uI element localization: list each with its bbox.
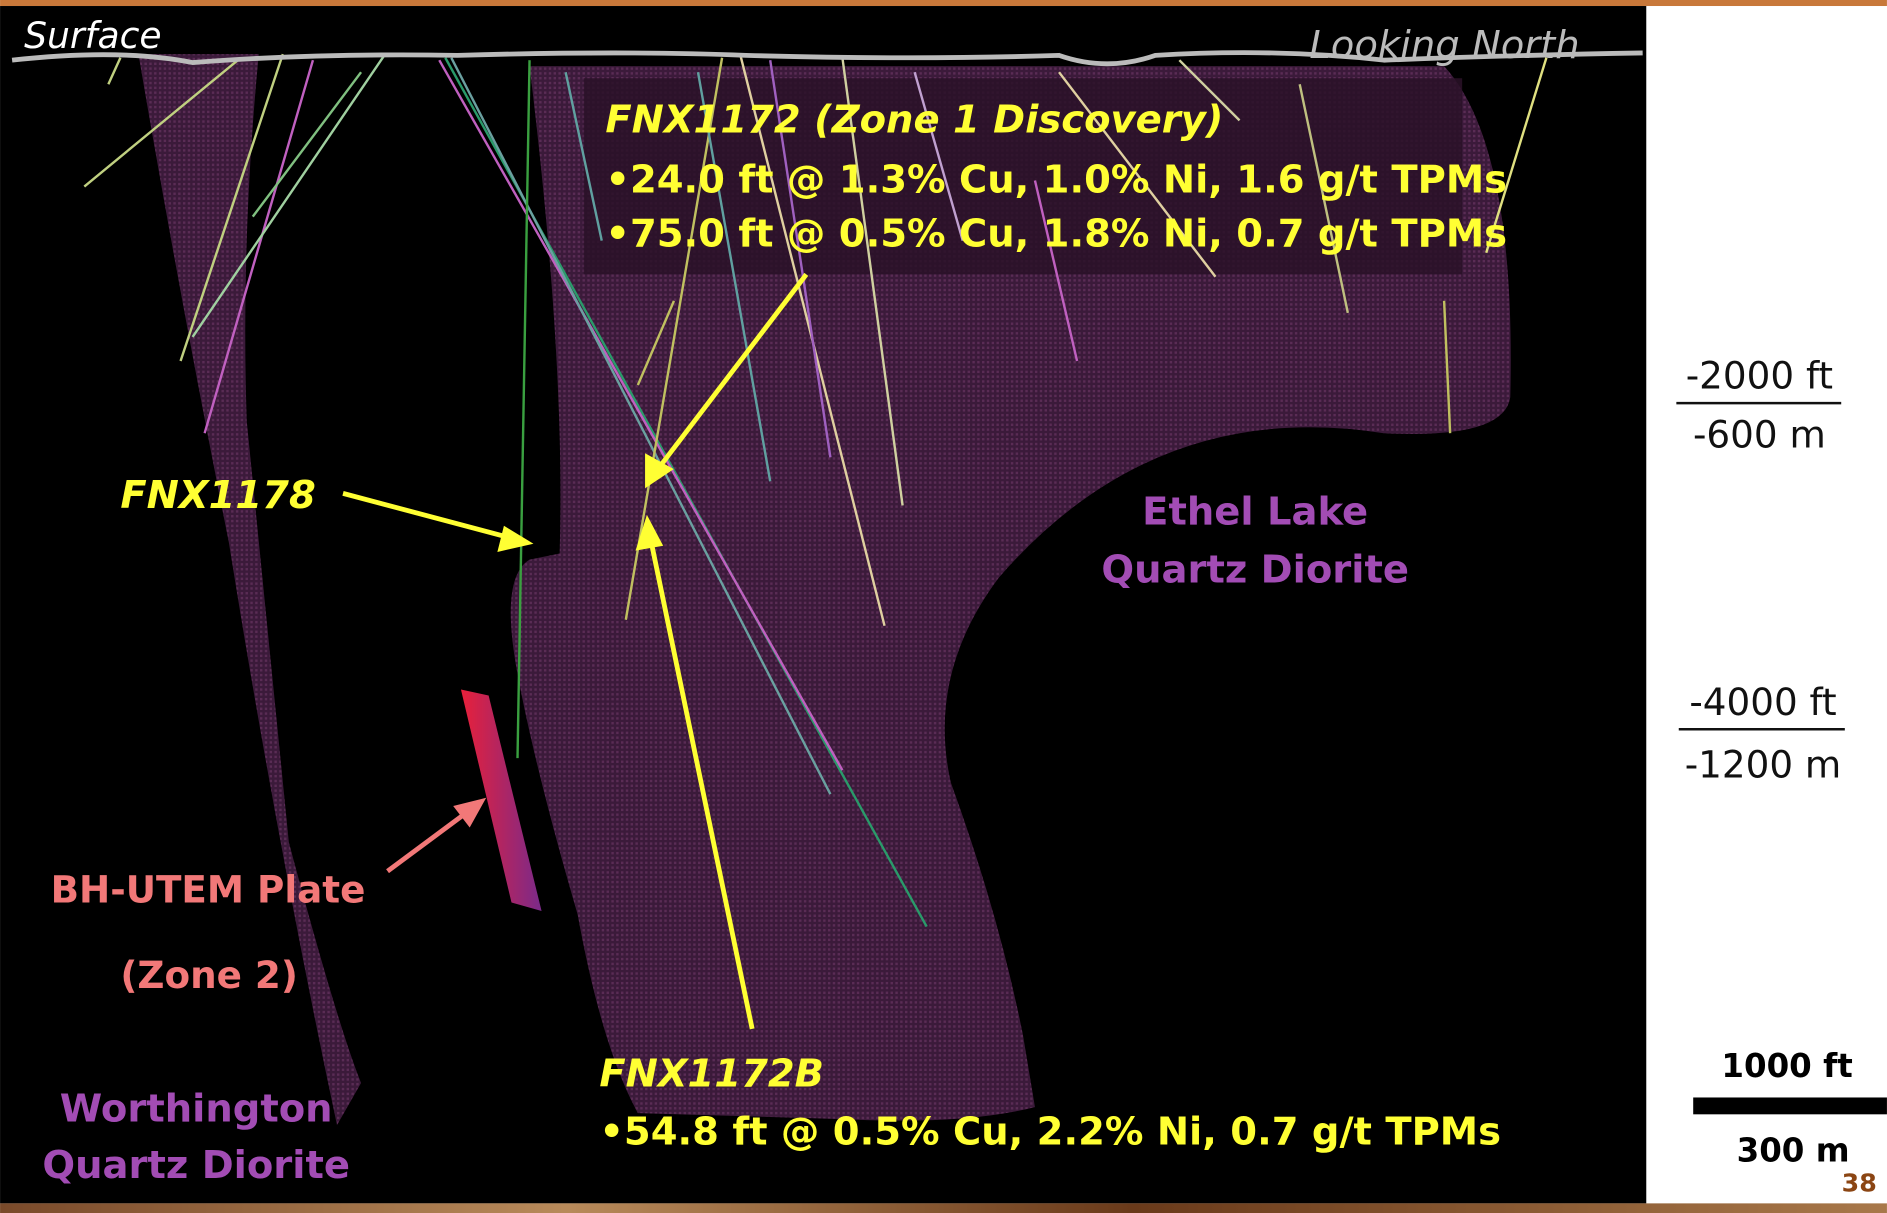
drill-hole [769, 59, 832, 458]
scale-bar [1693, 1097, 1887, 1115]
drill-hole [1033, 180, 1079, 362]
arrow-head [635, 514, 664, 551]
depth-ft: -4000 ft [1689, 680, 1836, 724]
arrow-head [645, 453, 674, 489]
scale-m: 300 m [1737, 1131, 1850, 1169]
drill-hole [624, 57, 724, 620]
top-bar [0, 0, 1887, 7]
drill-hole [179, 53, 284, 362]
drill-hole [913, 71, 964, 242]
arrow [647, 535, 755, 1030]
depth-m: -600 m [1693, 413, 1826, 457]
callout-interval: •24.0 ft @ 1.3% Cu, 1.0% Ni, 1.6 g/t TPM… [605, 158, 1507, 203]
arrows [342, 272, 809, 1030]
drill-hole [516, 60, 531, 759]
callout-box [583, 78, 1463, 275]
arrow [653, 272, 809, 474]
scale-ft: 1000 ft [1721, 1047, 1852, 1085]
drill-hole [1442, 300, 1452, 434]
drill-hole [564, 71, 603, 241]
drill-hole [251, 71, 363, 218]
drill-hole [636, 300, 676, 386]
arrow-head [497, 525, 534, 552]
drill-hole [841, 57, 904, 506]
bh-utem-plate [460, 689, 542, 911]
bottom-strip [0, 1203, 1887, 1213]
unit-label: Ethel Lake [1142, 490, 1368, 535]
drill-hole [696, 71, 772, 482]
unit-label: Quartz Diorite [42, 1143, 350, 1188]
unit-label: Quartz Diorite [1101, 547, 1409, 592]
drill-hole [107, 57, 122, 85]
drill-hole [438, 59, 844, 771]
drill-hole [1298, 83, 1350, 314]
drill-holes [83, 53, 1548, 928]
drill-hole [191, 53, 387, 338]
callout-title: FNX1172B [599, 1052, 824, 1097]
surface-line [11, 50, 1643, 67]
drill-hole [203, 59, 315, 434]
arrow-head [453, 797, 487, 828]
drill-hole [1058, 71, 1217, 278]
callout-title: FNX1172 (Zone 1 Discovery) [605, 97, 1223, 142]
page-number: 38 [1842, 1168, 1877, 1197]
unit-label: Worthington [60, 1087, 333, 1132]
ethel-lake-body [510, 66, 1511, 1121]
view-label: Looking North [1309, 23, 1579, 68]
hole-label: FNX1178 [120, 473, 315, 518]
drill-hole [1485, 57, 1548, 254]
surface-label: Surface [24, 14, 162, 57]
plate-zone: (Zone 2) [120, 953, 298, 997]
plate-arrow [386, 797, 487, 874]
callout-interval: •75.0 ft @ 0.5% Cu, 1.8% Ni, 0.7 g/t TPM… [605, 212, 1507, 257]
drill-hole [450, 57, 832, 795]
arrow [386, 806, 474, 874]
arrow [342, 491, 516, 542]
drill-hole [83, 56, 242, 188]
depth-m: -1200 m [1685, 742, 1842, 786]
plate-label: BH-UTEM Plate [51, 868, 366, 912]
drill-hole [1178, 59, 1241, 122]
depth-ft: -2000 ft [1686, 354, 1833, 398]
callout-interval: •54.8 ft @ 0.5% Cu, 2.2% Ni, 0.7 g/t TPM… [599, 1109, 1501, 1154]
